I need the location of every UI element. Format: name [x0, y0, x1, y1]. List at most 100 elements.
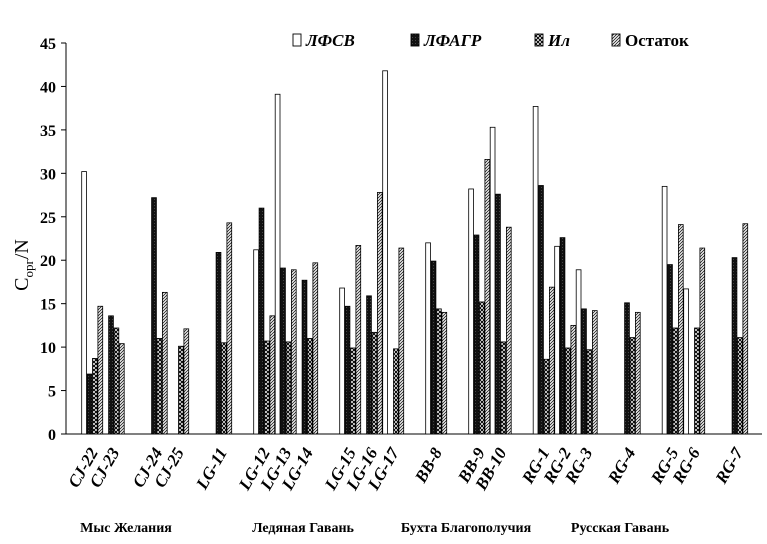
- y-tick-label: 5: [48, 384, 56, 401]
- bar-LG-17-cross: [393, 348, 399, 435]
- bar-CJ-23-black: [108, 315, 114, 435]
- chart-axes: 0 5 10 15 20 25 30 35 40 45 Cорг/N: [11, 36, 762, 444]
- bar-BB-9-cross: [479, 301, 485, 435]
- bar-RG-5-black: [667, 264, 673, 435]
- bar-LG-11-diag: [226, 222, 233, 435]
- bar-BB-9-white: [468, 188, 474, 435]
- y-axis-label: Cорг/N: [11, 239, 36, 291]
- bar-CJ-25-diag: [183, 328, 190, 435]
- bar-LG-16-diag: [376, 192, 383, 435]
- y-tick-label: 30: [40, 166, 56, 183]
- bar-RG-3-black: [581, 308, 587, 435]
- legend-label: ЛФАГР: [423, 31, 482, 50]
- bar-RG-1-black: [538, 185, 544, 435]
- bar-CJ-22-black: [86, 373, 93, 435]
- bar-LG-16-cross: [371, 331, 378, 435]
- bar-CJ-24-diag: [161, 291, 168, 435]
- bar-BB-9-diag: [484, 159, 491, 435]
- bar-RG-3-white: [575, 269, 582, 435]
- legend-swatch: [410, 33, 420, 47]
- y-tick-label: 40: [40, 79, 56, 96]
- chart-bars: [81, 70, 749, 435]
- bar-LG-11-cross: [221, 342, 227, 435]
- bar-RG-6-diag: [699, 247, 706, 435]
- bar-LG-13-white: [274, 93, 281, 435]
- bar-LG-15-diag: [355, 245, 362, 435]
- bar-RG-2-white: [554, 245, 560, 435]
- bar-LG-12-diag: [269, 315, 276, 435]
- y-tick-label: 15: [40, 297, 56, 314]
- bar-LG-17-white: [382, 70, 388, 435]
- bar-CJ-23-cross: [113, 327, 120, 435]
- x-tick-label: LG-11: [192, 445, 231, 494]
- bar-RG-5-diag: [678, 224, 684, 435]
- bar-RG-4-cross: [629, 337, 636, 435]
- bar-BB-10-black: [495, 193, 501, 435]
- bar-LG-13-cross: [285, 341, 292, 435]
- bar-RG-3-cross: [586, 349, 593, 435]
- y-tick-label: 45: [40, 36, 56, 53]
- legend-swatch: [611, 33, 621, 47]
- bar-LG-12-white: [253, 249, 259, 435]
- bar-RG-3-diag: [592, 310, 598, 435]
- legend-swatch: [292, 33, 302, 47]
- bar-CJ-22-cross: [92, 358, 98, 435]
- x-tick-label: RG-7: [711, 443, 748, 487]
- bar-LG-15-cross: [350, 347, 356, 435]
- bar-CJ-24-black: [151, 197, 157, 435]
- bar-CJ-24-cross: [156, 338, 163, 435]
- bar-RG-5-white: [661, 185, 668, 435]
- group-label: Мыс Желания: [80, 521, 172, 536]
- legend-label: Остаток: [625, 31, 689, 50]
- bar-RG-1-cross: [543, 358, 550, 435]
- bar-LG-14-diag: [312, 262, 319, 435]
- x-tick-label: RG-4: [604, 445, 640, 488]
- bar-BB-8-black: [430, 260, 437, 435]
- y-tick-label: 35: [40, 123, 56, 140]
- bar-BB-10-diag: [505, 226, 512, 435]
- legend-swatch: [534, 33, 544, 47]
- bar-RG-7-cross: [737, 337, 743, 435]
- bar-RG-7-diag: [742, 223, 749, 435]
- bar-CJ-25-cross: [178, 345, 184, 435]
- bar-RG-1-diag: [549, 286, 555, 435]
- group-label: Бухта Благополучия: [401, 521, 532, 536]
- bar-BB-8-white: [425, 242, 431, 435]
- bar-LG-14-cross: [307, 338, 313, 435]
- group-label: Русская Гавань: [571, 521, 670, 536]
- bar-RG-4-black: [624, 302, 630, 435]
- bar-BB-8-diag: [441, 311, 448, 435]
- bar-RG-2-diag: [570, 324, 577, 435]
- bar-RG-5-cross: [672, 327, 679, 435]
- y-tick-label: 0: [48, 427, 56, 444]
- bar-CJ-22-diag: [97, 305, 104, 435]
- bar-LG-15-white: [339, 287, 345, 435]
- bar-CJ-23-diag: [119, 343, 125, 435]
- bar-LG-15-black: [344, 305, 351, 435]
- bar-BB-10-cross: [500, 341, 507, 435]
- bar-RG-2-black: [559, 237, 566, 435]
- bar-LG-11-black: [215, 251, 222, 435]
- bar-RG-4-diag: [635, 311, 641, 435]
- bar-RG-7-black: [731, 257, 738, 435]
- bar-BB-10-white: [489, 126, 496, 435]
- bar-LG-14-black: [301, 279, 308, 435]
- bar-CJ-22-white: [81, 171, 87, 435]
- chart-legend: ЛФСВ ЛФАГР Ил Остаток: [292, 31, 689, 50]
- bar-RG-6-cross: [694, 327, 700, 435]
- bar-LG-12-black: [258, 207, 265, 435]
- x-tick-label: BB-8: [411, 444, 447, 487]
- y-tick-label: 20: [40, 253, 56, 270]
- bar-RG-2-cross: [565, 347, 571, 435]
- bar-LG-13-diag: [290, 269, 297, 435]
- legend-label: Ил: [547, 31, 570, 50]
- bar-LG-16-black: [366, 295, 372, 435]
- bar-BB-8-cross: [436, 308, 442, 435]
- bar-LG-13-black: [280, 267, 286, 435]
- y-tick-label: 25: [40, 210, 56, 227]
- group-label: Ледяная Гавань: [252, 521, 354, 536]
- bar-LG-17-diag: [398, 247, 405, 435]
- bar-RG-6-white: [683, 288, 689, 435]
